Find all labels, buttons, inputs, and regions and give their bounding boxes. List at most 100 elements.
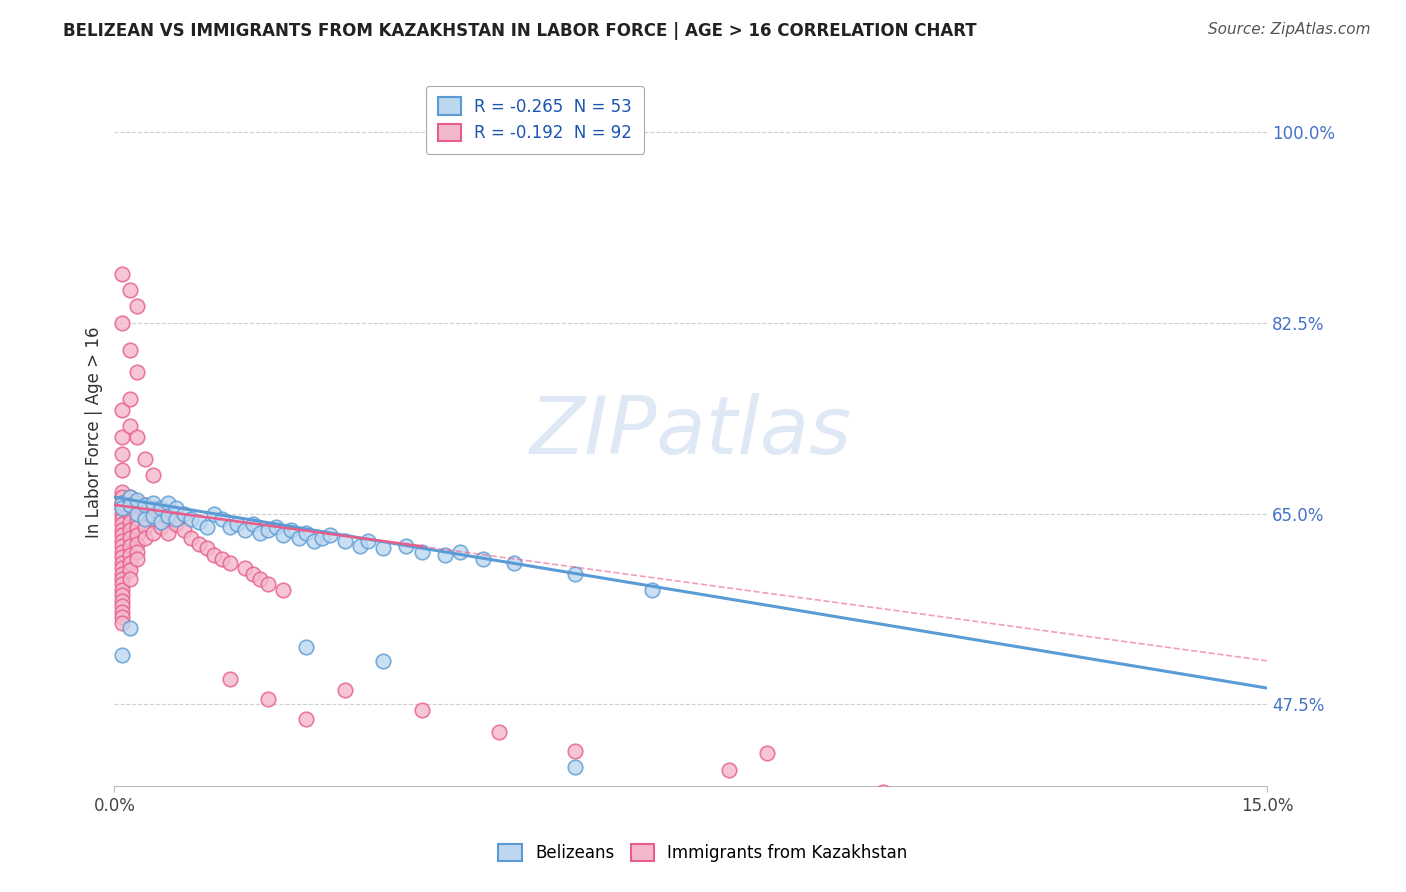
Point — [218, 519, 240, 533]
Text: ZIPatlas: ZIPatlas — [530, 392, 852, 471]
Point — [111, 517, 134, 532]
Point — [226, 517, 249, 532]
Point — [111, 490, 134, 504]
Point — [987, 812, 1010, 826]
Point — [165, 512, 187, 526]
Point — [118, 490, 141, 504]
Point — [233, 561, 256, 575]
Point — [127, 507, 149, 521]
Point — [373, 541, 395, 556]
Point — [111, 316, 134, 330]
Point — [127, 537, 149, 551]
Point — [218, 673, 240, 687]
Point — [118, 283, 141, 297]
Point — [142, 468, 165, 483]
Point — [111, 447, 134, 461]
Point — [127, 300, 149, 314]
Point — [111, 599, 134, 614]
Point — [111, 523, 134, 537]
Point — [373, 654, 395, 668]
Point — [433, 548, 456, 562]
Point — [257, 523, 280, 537]
Point — [111, 533, 134, 548]
Point — [111, 610, 134, 624]
Point — [257, 692, 280, 706]
Point — [280, 523, 302, 537]
Text: BELIZEAN VS IMMIGRANTS FROM KAZAKHSTAN IN LABOR FORCE | AGE > 16 CORRELATION CHA: BELIZEAN VS IMMIGRANTS FROM KAZAKHSTAN I… — [63, 22, 977, 40]
Point — [142, 496, 165, 510]
Point — [111, 501, 134, 516]
Point — [756, 747, 779, 761]
Point — [118, 343, 141, 357]
Point — [564, 759, 586, 773]
Point — [118, 392, 141, 406]
Point — [111, 507, 134, 521]
Point — [264, 519, 287, 533]
Point — [142, 526, 165, 541]
Point — [142, 501, 165, 516]
Point — [111, 545, 134, 559]
Point — [111, 561, 134, 575]
Point — [111, 550, 134, 565]
Point — [180, 512, 202, 526]
Point — [411, 703, 433, 717]
Point — [127, 430, 149, 444]
Point — [157, 526, 180, 541]
Point — [449, 545, 471, 559]
Point — [641, 582, 664, 597]
Point — [134, 508, 156, 523]
Point — [242, 517, 264, 532]
Point — [202, 507, 225, 521]
Point — [118, 516, 141, 530]
Point — [273, 528, 295, 542]
Point — [157, 496, 180, 510]
Point — [118, 556, 141, 570]
Point — [111, 496, 134, 510]
Point — [127, 528, 149, 542]
Point — [311, 531, 333, 545]
Point — [111, 512, 134, 526]
Point — [118, 419, 141, 434]
Point — [211, 552, 233, 566]
Point — [111, 577, 134, 591]
Point — [134, 498, 156, 512]
Point — [111, 588, 134, 602]
Point — [111, 605, 134, 619]
Point — [111, 484, 134, 499]
Point — [111, 572, 134, 586]
Point — [111, 463, 134, 477]
Legend: R = -0.265  N = 53, R = -0.192  N = 92: R = -0.265 N = 53, R = -0.192 N = 92 — [426, 86, 644, 153]
Point — [149, 501, 172, 516]
Point — [127, 545, 149, 559]
Point — [111, 582, 134, 597]
Point — [503, 556, 526, 570]
Point — [118, 498, 141, 512]
Point — [357, 533, 380, 548]
Point — [111, 430, 134, 444]
Point — [118, 621, 141, 635]
Point — [111, 403, 134, 417]
Point — [118, 531, 141, 545]
Point — [288, 531, 311, 545]
Point — [111, 267, 134, 281]
Point — [111, 615, 134, 630]
Point — [333, 533, 356, 548]
Point — [211, 512, 233, 526]
Point — [202, 548, 225, 562]
Point — [118, 539, 141, 553]
Point — [127, 519, 149, 533]
Point — [111, 594, 134, 608]
Point — [127, 496, 149, 510]
Point — [127, 552, 149, 566]
Point — [295, 526, 318, 541]
Point — [134, 498, 156, 512]
Point — [395, 539, 418, 553]
Point — [273, 582, 295, 597]
Point — [157, 512, 180, 526]
Y-axis label: In Labor Force | Age > 16: In Labor Force | Age > 16 — [86, 326, 103, 538]
Point — [157, 508, 180, 523]
Point — [218, 556, 240, 570]
Point — [127, 512, 149, 526]
Point — [111, 556, 134, 570]
Point — [111, 496, 134, 510]
